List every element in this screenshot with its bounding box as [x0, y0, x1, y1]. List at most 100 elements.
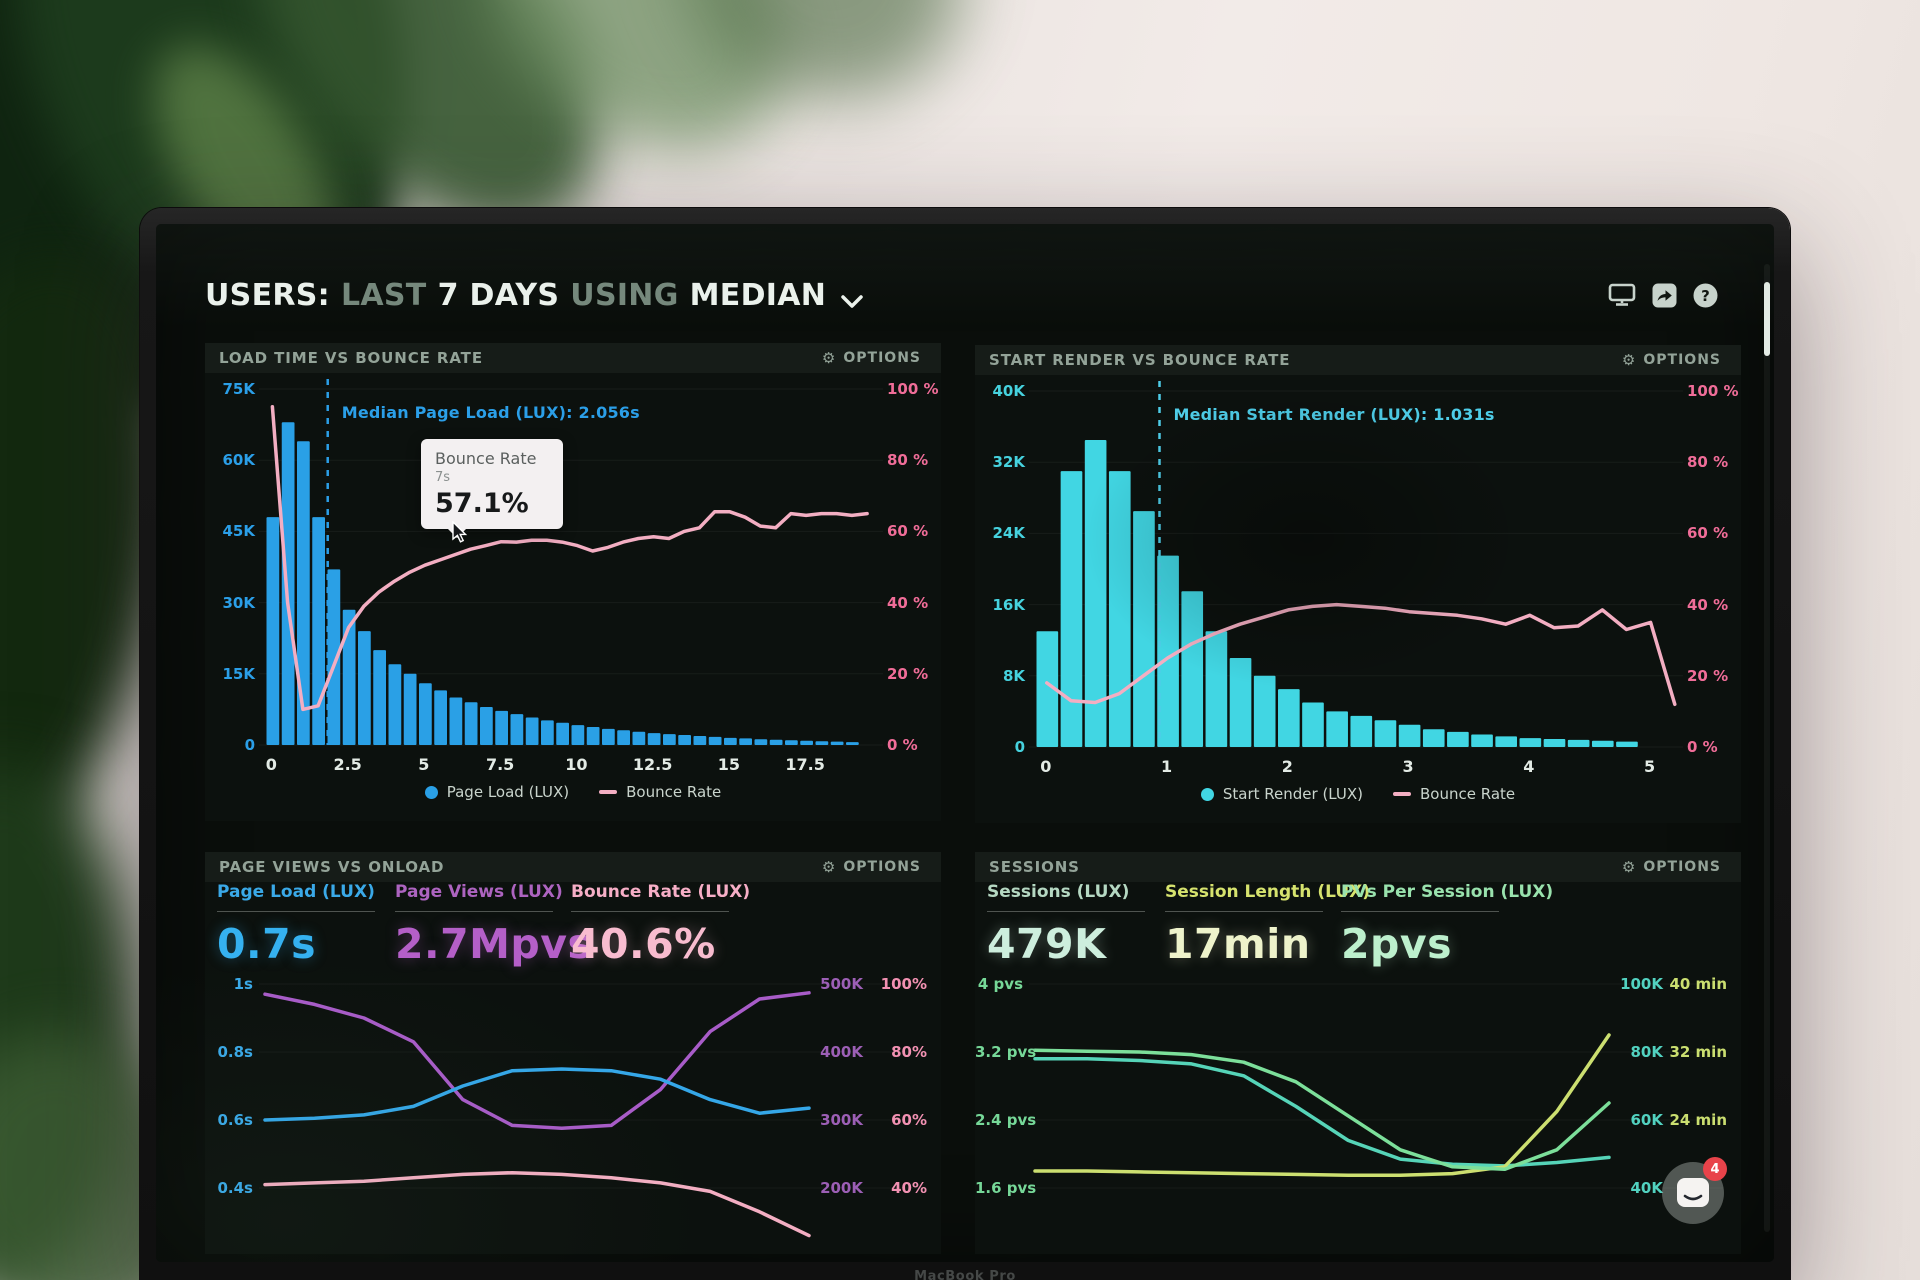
row-label: 0.4s	[217, 1179, 253, 1197]
laptop-brand-text: MacBook Pro	[914, 1269, 1016, 1280]
chat-launcher-button[interactable]: 4	[1662, 1157, 1727, 1224]
row-label: 32 min	[1669, 1043, 1727, 1061]
row-label: 60%	[891, 1111, 927, 1129]
laptop-screen: USERS: LAST 7 DAYS USING MEDIAN ?	[156, 224, 1774, 1262]
y-axis-tick: 80 %	[1687, 453, 1729, 472]
panel-page-views-vs-onload: PAGE VIEWS VS ONLOAD ⚙ OPTIONS Page Load…	[205, 852, 941, 1254]
panel-title: PAGE VIEWS VS ONLOAD	[219, 858, 445, 876]
x-axis-tick: 0	[1040, 757, 1052, 776]
start-render-chart: 40K 100 % 32K 80 % 24K 60 % 16K 40 % 8K 20 % 0 0 % M…	[975, 375, 1741, 823]
title-segment: 7 DAYS	[437, 277, 560, 313]
y-axis-tick: 0 %	[887, 736, 918, 754]
y-axis-tick: 8K	[1002, 666, 1025, 685]
x-axis-tick: 5	[418, 755, 430, 774]
tooltip-value: 57.1%	[435, 488, 529, 519]
row-label: 40%	[891, 1179, 927, 1197]
x-axis-tick: 2	[1281, 757, 1293, 776]
panel-start-render-vs-bounce-rate: START RENDER VS BOUNCE RATE ⚙ OPTIONS 40…	[975, 345, 1741, 823]
options-button[interactable]: ⚙ OPTIONS	[1616, 858, 1727, 876]
y-axis-tick: 0	[244, 736, 255, 754]
row-label: 200K	[820, 1179, 863, 1197]
load-time-chart: 75K 100 % 60K 80 % 45K 60 % 30K 40 % 15K 20 % 0 0 %…	[205, 373, 941, 821]
metric-page-views[interactable]: Page Views (LUX) 2.7Mpvs	[395, 882, 593, 968]
x-axis-tick: 12.5	[632, 755, 673, 774]
x-axis-tick: 4	[1523, 757, 1535, 776]
metric-pvs-per-session[interactable]: PVs Per Session (LUX) 2pvs	[1341, 882, 1554, 968]
row-label: 80K	[1630, 1043, 1664, 1061]
y-axis-tick: 20 %	[1687, 666, 1729, 685]
y-axis-tick: 40K	[992, 382, 1026, 400]
row-label: 500K	[820, 975, 863, 993]
start-render-vs-bounce-rate-svg	[1029, 381, 1683, 748]
panel-header: SESSIONS ⚙ OPTIONS	[975, 852, 1741, 882]
options-button[interactable]: ⚙ OPTIONS	[816, 349, 927, 367]
y-axis-tick: 60 %	[1687, 524, 1729, 543]
chat-bubble-icon	[1676, 1176, 1710, 1214]
scrollbar-track[interactable]	[1764, 264, 1770, 1232]
title-segment: LAST	[340, 277, 427, 313]
mouse-cursor	[451, 520, 473, 549]
row-label: 100K	[1620, 975, 1663, 993]
header-toolbar: ?	[1608, 283, 1718, 308]
scrollbar-thumb[interactable]	[1764, 282, 1770, 356]
options-label: OPTIONS	[843, 350, 921, 366]
y-axis-tick: 45K	[222, 522, 256, 541]
y-axis-tick: 100 %	[1687, 382, 1739, 400]
help-icon[interactable]: ?	[1693, 283, 1718, 308]
y-axis-tick: 30K	[222, 593, 256, 612]
median-annotation: Median Start Render (LUX): 1.031s	[1173, 405, 1495, 424]
x-axis-tick: 17.5	[785, 755, 825, 774]
chevron-down-icon	[841, 281, 863, 316]
panel-title: START RENDER VS BOUNCE RATE	[989, 351, 1291, 369]
row-label: 0.6s	[217, 1111, 253, 1129]
panel-title: SESSIONS	[989, 858, 1080, 876]
row-label: 0.8s	[217, 1043, 253, 1061]
metric-page-load[interactable]: Page Load (LUX) 0.7s	[217, 882, 375, 968]
metric-bounce-rate[interactable]: Bounce Rate (LUX) 40.6%	[571, 882, 751, 968]
row-label: 400K	[820, 1043, 863, 1061]
row-label: 24 min	[1669, 1111, 1727, 1129]
options-label: OPTIONS	[843, 859, 921, 875]
row-label: 1.6 pvs	[975, 1179, 1037, 1197]
page-views-vs-onload-svg	[259, 983, 923, 1238]
tooltip-series: Bounce Rate	[435, 449, 537, 468]
panel-header: PAGE VIEWS VS ONLOAD ⚙ OPTIONS	[205, 852, 941, 882]
metric-sessions[interactable]: Sessions (LUX) 479K	[987, 882, 1145, 968]
y-axis-tick: 60K	[222, 451, 256, 470]
x-axis-tick: 0	[265, 755, 277, 774]
y-axis-tick: 100 %	[887, 380, 939, 398]
y-axis-tick: 20 %	[887, 664, 929, 683]
y-axis-tick: 75K	[222, 380, 256, 398]
y-axis-tick: 60 %	[887, 522, 929, 541]
row-label: 100%	[880, 975, 927, 993]
x-axis-tick: 3	[1402, 757, 1414, 776]
y-axis-tick: 40 %	[1687, 595, 1729, 614]
row-label: 2.4 pvs	[975, 1111, 1037, 1129]
x-axis-tick: 7.5	[485, 755, 515, 774]
y-axis-tick: 15K	[222, 664, 256, 683]
x-axis-tick: 15	[717, 755, 741, 774]
laptop: USERS: LAST 7 DAYS USING MEDIAN ?	[140, 208, 1790, 1280]
panel-sessions: SESSIONS ⚙ OPTIONS Sessions (LUX) 479K S…	[975, 852, 1741, 1254]
options-label: OPTIONS	[1643, 352, 1721, 368]
options-button[interactable]: ⚙ OPTIONS	[1616, 351, 1727, 369]
gear-icon: ⚙	[1621, 857, 1637, 876]
row-label: 40K	[1630, 1179, 1664, 1197]
share-icon[interactable]	[1652, 283, 1677, 308]
chat-badge: 4	[1703, 1157, 1727, 1181]
metric-summary-row: Page Load (LUX) 0.7s Page Views (LUX) 2.…	[205, 882, 941, 984]
metric-session-length[interactable]: Session Length (LUX) 17min	[1165, 882, 1370, 968]
sessions-chart: 4 pvs 100K 40 min 3.2 pvs 80K 32 min 2.4 pvs 60…	[975, 852, 1741, 1254]
metric-summary-row: Sessions (LUX) 479K Session Length (LUX)…	[975, 882, 1741, 984]
row-label: 300K	[820, 1111, 863, 1129]
gear-icon: ⚙	[821, 348, 837, 367]
display-icon[interactable]	[1608, 283, 1636, 307]
row-label: 4 pvs	[977, 975, 1023, 993]
y-axis-tick: 40 %	[887, 593, 929, 612]
row-label: 3.2 pvs	[975, 1043, 1037, 1061]
options-button[interactable]: ⚙ OPTIONS	[816, 858, 927, 876]
users-filter-dropdown[interactable]: USERS: LAST 7 DAYS USING MEDIAN	[205, 278, 863, 313]
x-axis-tick: 1	[1161, 757, 1173, 776]
panel-title: LOAD TIME VS BOUNCE RATE	[219, 349, 483, 367]
median-annotation: Median Page Load (LUX): 2.056s	[341, 403, 640, 422]
